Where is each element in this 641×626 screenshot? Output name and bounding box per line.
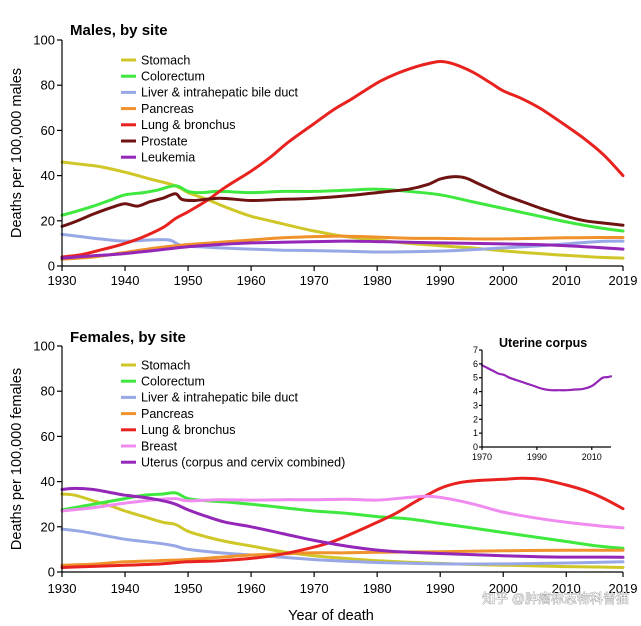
females-y-tick-label: 60: [41, 429, 55, 444]
females-series-line-lung-and-bronchus: [60, 476, 625, 569]
males-legend-item-prostate: Prostate: [121, 134, 188, 148]
females-y-tick-label: 20: [41, 519, 55, 534]
females-x-tick-label: 1960: [237, 581, 266, 596]
females-x-tick-label: 2019: [609, 581, 638, 596]
legend-label: Liver & intrahepatic bile duct: [141, 391, 299, 405]
males-legend-item-pancreas: Pancreas: [121, 102, 194, 116]
females-legend-item-liver-and-intrahepatic-bile-duct: Liver & intrahepatic bile duct: [121, 391, 299, 405]
legend-label: Liver & intrahepatic bile duct: [141, 86, 299, 100]
legend-label: Pancreas: [141, 407, 194, 421]
males-legend: Stomach Colorectum Liver & intrahepatic bi…: [121, 53, 299, 165]
females-x-tick-label: 1970: [300, 581, 329, 596]
females-y-axis-title: Deaths per 100,000 females: [9, 368, 25, 550]
males-series-line-lung-and-bronchus: [60, 60, 625, 259]
females-y-tick-label: 40: [41, 474, 55, 489]
males-x-tick-label: 1930: [48, 273, 77, 288]
watermark-text: 知乎 @肿瘤标志物科普猫: [482, 591, 629, 606]
females-legend: Stomach Colorectum Liver & intrahepatic bi…: [121, 358, 345, 470]
legend-label: Lung & bronchus: [141, 423, 236, 437]
inset-y-tick-label: 0: [473, 442, 478, 452]
males-x-tick-label: 1980: [363, 273, 392, 288]
inset-x-tick-label: 1970: [472, 452, 492, 462]
females-legend-item-pancreas: Pancreas: [121, 407, 194, 421]
females-x-tick-label: 1990: [426, 581, 455, 596]
legend-label: Uterus (corpus and cervix combined): [141, 456, 345, 470]
females-panel: Females, by site Deaths per 100,000 fema…: [9, 329, 637, 624]
inset-series-line-uterine-corpus: [480, 364, 613, 392]
inset-y-tick-label: 3: [473, 400, 478, 410]
males-panel-title: Males, by site: [70, 22, 168, 39]
legend-label: Colorectum: [141, 70, 205, 84]
uterine-corpus-inset: Uterine corpus 0 1 2 3 4 5 6 7 1970 1990 2010: [472, 336, 613, 462]
females-legend-item-colorectum: Colorectum: [121, 375, 205, 389]
males-legend-item-leukemia: Leukemia: [121, 151, 195, 165]
inset-y-tick-label: 1: [473, 428, 478, 438]
females-panel-title: Females, by site: [70, 329, 186, 346]
males-series-line-leukemia: [60, 239, 625, 260]
males-x-tick-label: 1950: [174, 273, 203, 288]
males-panel: Males, by site Deaths per 100,000 males …: [9, 22, 637, 288]
males-x-tick-label: 1940: [111, 273, 140, 288]
legend-label: Stomach: [141, 358, 190, 372]
males-x-tick-label: 2019: [609, 273, 638, 288]
females-y-tick-label: 100: [33, 339, 55, 354]
females-legend-item-breast: Breast: [121, 439, 178, 453]
males-legend-item-stomach: Stomach: [121, 53, 190, 67]
females-x-tick-label: 1950: [174, 581, 203, 596]
females-y-tick-label: 0: [48, 565, 55, 580]
females-series-line-liver-and-intrahepatic-bile-duct: [60, 527, 625, 566]
females-x-tick-label: 1930: [48, 581, 77, 596]
legend-label: Pancreas: [141, 102, 194, 116]
males-x-tick-label: 1990: [426, 273, 455, 288]
females-x-tick-label: 1940: [111, 581, 140, 596]
males-legend-item-colorectum: Colorectum: [121, 70, 205, 84]
inset-x-tick-label: 2010: [582, 452, 602, 462]
inset-x-tick-label: 1990: [527, 452, 547, 462]
inset-y-tick-label: 5: [473, 373, 478, 383]
females-x-tick-label: 2010: [552, 581, 581, 596]
females-y-tick-label: 80: [41, 384, 55, 399]
males-series-line-colorectum: [60, 184, 625, 233]
males-series-line-liver-and-intrahepatic-bile-duct: [60, 232, 625, 254]
inset-title: Uterine corpus: [499, 336, 587, 350]
males-y-axis-title: Deaths per 100,000 males: [9, 68, 25, 238]
males-series-line-pancreas: [60, 234, 625, 261]
inset-y-tick-label: 7: [473, 345, 478, 355]
males-y-tick-label: 40: [41, 168, 55, 183]
males-x-tick-label: 2000: [489, 273, 518, 288]
males-y-tick-label: 0: [48, 259, 55, 274]
legend-label: Lung & bronchus: [141, 118, 236, 132]
females-legend-item-stomach: Stomach: [121, 358, 190, 372]
legend-label: Breast: [141, 439, 178, 453]
legend-label: Prostate: [141, 134, 188, 148]
males-series-line-stomach: [60, 160, 625, 260]
females-x-tick-label: 2000: [489, 581, 518, 596]
males-x-tick-label: 2010: [552, 273, 581, 288]
females-series-line-breast: [60, 494, 625, 530]
inset-y-tick-label: 2: [473, 414, 478, 424]
legend-label: Colorectum: [141, 375, 205, 389]
females-legend-item-lung-and-bronchus: Lung & bronchus: [121, 423, 236, 437]
females-series-line-uterus-corpus-and-cervix-combined: [60, 486, 625, 559]
females-x-tick-label: 1980: [363, 581, 392, 596]
males-x-tick-label: 1960: [237, 273, 266, 288]
males-y-tick-label: 20: [41, 213, 55, 228]
males-legend-item-lung-and-bronchus: Lung & bronchus: [121, 118, 236, 132]
males-series-line-prostate: [60, 175, 625, 228]
males-y-tick-label: 100: [33, 33, 55, 48]
inset-y-tick-label: 4: [473, 387, 478, 397]
males-x-tick-label: 1970: [300, 273, 329, 288]
males-legend-item-liver-and-intrahepatic-bile-duct: Liver & intrahepatic bile duct: [121, 86, 299, 100]
legend-label: Leukemia: [141, 151, 195, 165]
inset-y-tick-label: 6: [473, 359, 478, 369]
legend-label: Stomach: [141, 53, 190, 67]
x-axis-title: Year of death: [288, 608, 374, 624]
males-y-tick-label: 80: [41, 78, 55, 93]
females-legend-item-uterus-corpus-and-cervix-combined: Uterus (corpus and cervix combined): [121, 456, 345, 470]
males-y-tick-label: 60: [41, 123, 55, 138]
